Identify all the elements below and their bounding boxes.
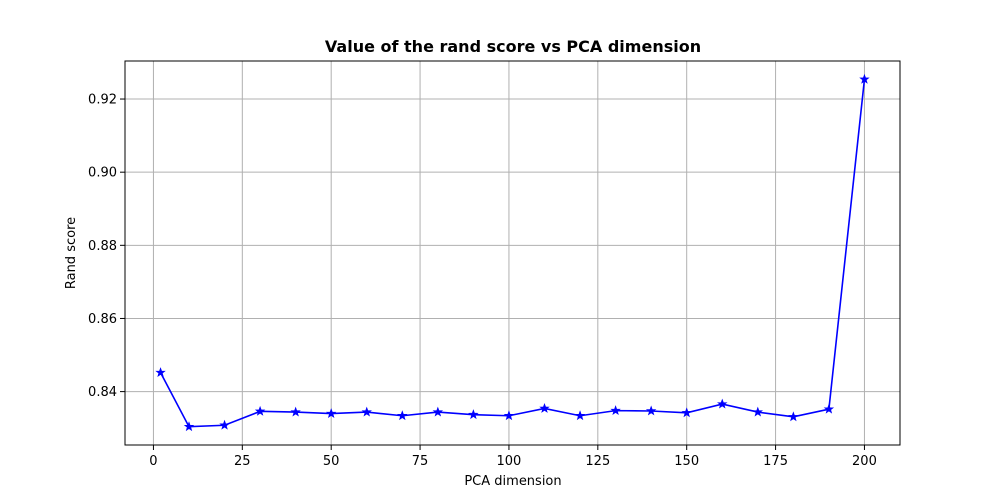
data-point <box>361 406 372 417</box>
x-tick-label: 0 <box>149 454 157 469</box>
data-point <box>155 367 166 378</box>
data-point <box>539 402 550 413</box>
grid <box>125 61 900 445</box>
data-point <box>325 408 337 418</box>
y-tick-label: 0.88 <box>88 239 117 254</box>
data-point <box>254 405 266 416</box>
data-point <box>645 405 657 416</box>
x-tick-label: 25 <box>234 454 251 469</box>
data-point <box>397 410 408 421</box>
data-point <box>290 406 301 417</box>
x-tick-label: 200 <box>852 454 877 469</box>
plot-frame <box>124 60 901 446</box>
data-point <box>681 407 692 418</box>
y-tick-label: 0.90 <box>88 166 117 181</box>
data-point <box>859 73 870 84</box>
data-point <box>432 406 444 417</box>
x-axis-label: PCA dimension <box>464 474 561 489</box>
x-tick-label: 50 <box>323 454 340 469</box>
x-tick-label: 75 <box>412 454 429 469</box>
x-tick-label: 175 <box>763 454 788 469</box>
y-axis-label: Rand score <box>64 217 79 289</box>
data-point <box>468 409 479 420</box>
data-point <box>788 411 799 422</box>
y-tick-label: 0.92 <box>88 93 117 108</box>
data-point <box>574 410 586 421</box>
x-tick-label: 125 <box>585 454 610 469</box>
data-point <box>823 403 835 414</box>
x-tick-label: 150 <box>674 454 699 469</box>
x-tick-label: 100 <box>497 454 522 469</box>
y-axis: 0.84 0.86 0.88 0.90 0.92 <box>88 93 125 400</box>
data-point <box>610 405 621 416</box>
y-tick-label: 0.86 <box>88 312 117 327</box>
y-tick-label: 0.84 <box>88 385 117 400</box>
data-point <box>183 421 195 432</box>
series-layer <box>155 73 870 432</box>
data-point <box>752 406 764 417</box>
data-point <box>503 410 515 421</box>
chart-title: Value of the rand score vs PCA dimension <box>325 37 701 56</box>
data-point <box>219 419 230 430</box>
x-axis: 0 25 50 75 100 125 150 175 200 <box>149 445 877 469</box>
data-point <box>717 398 728 409</box>
